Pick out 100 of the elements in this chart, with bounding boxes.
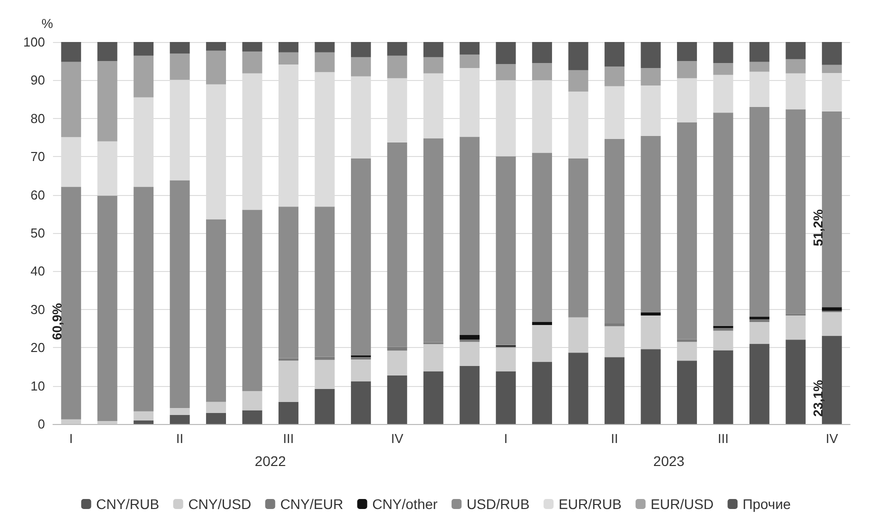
bar <box>604 326 624 358</box>
bar <box>170 42 190 54</box>
legend-label: USD/RUB <box>466 496 530 512</box>
data-label: 60,9% <box>50 302 65 340</box>
x-tick-label: IV <box>391 431 404 446</box>
bar <box>786 59 806 74</box>
bar <box>387 42 408 56</box>
bar <box>677 42 697 62</box>
text: 2022 <box>254 453 286 469</box>
bar <box>822 312 842 336</box>
bar <box>532 63 552 80</box>
x-tick-label: III <box>718 431 729 446</box>
bar <box>97 42 118 62</box>
bar <box>460 54 480 68</box>
bar <box>568 42 588 70</box>
bar <box>423 42 444 58</box>
bar <box>677 339 697 342</box>
bar <box>134 411 154 421</box>
bar <box>242 391 262 410</box>
bar <box>604 139 624 324</box>
bar <box>278 52 298 65</box>
bar <box>387 350 408 376</box>
y-tick-label: 100 <box>23 34 45 50</box>
bar <box>206 219 226 402</box>
y-tick-label: 50 <box>30 226 45 240</box>
bar <box>460 342 480 366</box>
bar <box>61 62 82 138</box>
bar <box>206 50 226 84</box>
bar <box>242 52 262 74</box>
bar <box>134 42 154 56</box>
bar <box>278 42 298 52</box>
bar <box>713 330 734 350</box>
bar <box>677 342 697 361</box>
bar <box>640 312 661 316</box>
bar <box>97 61 118 142</box>
bar <box>604 42 624 66</box>
y-tick-label: 20 <box>30 340 45 356</box>
bar <box>496 348 516 372</box>
bar <box>387 346 408 351</box>
bar <box>242 210 262 392</box>
bar <box>423 371 444 424</box>
bar <box>460 136 480 335</box>
bar <box>97 196 118 421</box>
bar <box>749 62 770 72</box>
bar <box>713 63 734 75</box>
bar <box>206 412 226 424</box>
bar <box>387 56 408 78</box>
bar <box>677 61 697 78</box>
bar <box>423 57 444 74</box>
bar <box>713 42 734 64</box>
bar <box>532 42 552 64</box>
legend-label: EUR/RUB <box>558 496 622 512</box>
bar <box>713 350 734 424</box>
bar <box>604 66 624 86</box>
bar <box>387 142 408 347</box>
x-tick-label: I <box>504 431 508 446</box>
legend-label: CNY/EUR <box>280 496 344 512</box>
bar <box>713 328 734 331</box>
x-tick-label: II <box>176 431 184 446</box>
bar <box>749 344 770 424</box>
bar <box>786 109 806 314</box>
bar <box>314 360 335 389</box>
data-label: 23,1% <box>810 379 826 417</box>
bar <box>786 42 806 60</box>
bar <box>786 340 806 424</box>
bar <box>314 388 335 424</box>
bar <box>568 158 588 318</box>
legend-label: CNY/RUB <box>96 496 160 512</box>
bar <box>134 420 154 424</box>
y-tick-label: 10 <box>30 378 45 394</box>
y-tick-label: 40 <box>30 264 45 279</box>
bar <box>314 42 335 52</box>
bar <box>568 352 588 424</box>
bar <box>350 42 371 58</box>
bar <box>206 42 226 51</box>
bar <box>170 408 190 415</box>
bar <box>822 307 842 311</box>
bar <box>822 64 842 73</box>
y-tick-label: 60 <box>30 187 45 202</box>
bar <box>278 402 298 424</box>
bar <box>786 316 806 340</box>
x-tick-label: I <box>69 431 73 446</box>
bar <box>350 57 371 76</box>
y-tick-label: 90 <box>30 72 45 88</box>
bar <box>314 52 335 72</box>
bar <box>460 334 480 340</box>
data-label: 51,2% <box>810 208 826 246</box>
bar <box>242 42 262 52</box>
bar <box>170 180 190 408</box>
bar <box>206 402 226 413</box>
bar <box>640 42 661 68</box>
bar <box>713 112 734 326</box>
bar <box>532 322 552 326</box>
x-tick-label: III <box>283 431 294 446</box>
bar <box>496 64 516 80</box>
legend-label: EUR/USD <box>650 496 714 512</box>
bar <box>568 317 588 353</box>
bar <box>568 70 588 92</box>
bar <box>749 316 770 320</box>
bar <box>496 156 516 346</box>
